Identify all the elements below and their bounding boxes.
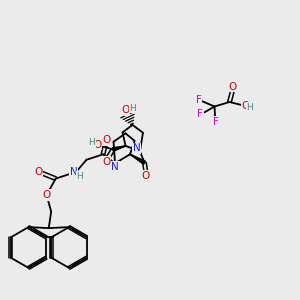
- Text: F: F: [213, 117, 219, 127]
- Text: O: O: [228, 82, 237, 92]
- Text: O: O: [102, 135, 110, 145]
- Text: H: H: [88, 138, 95, 147]
- Text: O: O: [103, 157, 111, 167]
- Text: H: H: [76, 172, 83, 181]
- Text: O: O: [241, 100, 250, 111]
- Text: F: F: [196, 95, 202, 105]
- Text: N: N: [133, 143, 141, 153]
- Text: O: O: [43, 190, 51, 200]
- Text: N: N: [112, 162, 119, 172]
- Text: O: O: [34, 167, 43, 177]
- Text: H: H: [129, 103, 136, 112]
- Text: N: N: [70, 167, 78, 177]
- Polygon shape: [112, 146, 126, 151]
- Text: O: O: [141, 171, 149, 181]
- Text: O: O: [122, 105, 130, 115]
- Polygon shape: [130, 154, 146, 164]
- Text: F: F: [197, 109, 203, 119]
- Text: O: O: [93, 140, 101, 150]
- Text: H: H: [247, 103, 253, 112]
